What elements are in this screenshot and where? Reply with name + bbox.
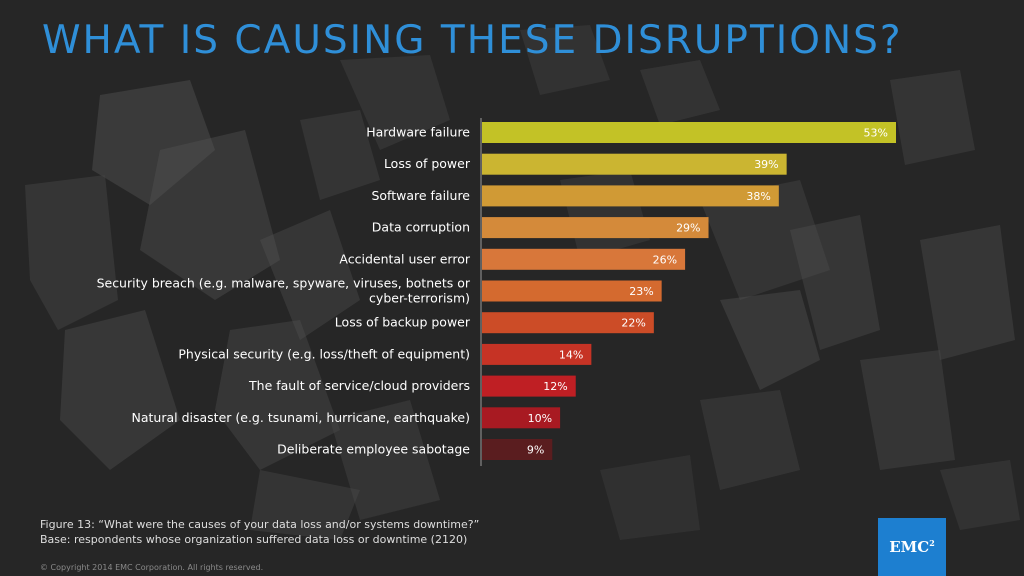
- category-label: Hardware failure: [366, 125, 470, 140]
- category-label: Loss of power: [384, 156, 471, 171]
- emc-logo-text: EMC2: [889, 538, 935, 556]
- bars: 53% Hardware failure 39% Loss of power 38% So…: [97, 122, 896, 460]
- bar-value-label: 26%: [653, 253, 677, 266]
- figure-caption: Figure 13: “What were the causes of your…: [40, 517, 820, 547]
- category-label: Security breach (e.g. malware, spyware, …: [97, 276, 471, 291]
- caption-line-question: Figure 13: “What were the causes of your…: [40, 518, 480, 531]
- page-title: WHAT IS CAUSING THESE DISRUPTIONS?: [42, 18, 903, 63]
- category-label: The fault of service/cloud providers: [248, 378, 470, 393]
- bar-value-label: 38%: [746, 190, 770, 203]
- bar-value-label: 10%: [528, 412, 552, 425]
- bar-6: [482, 312, 654, 334]
- emc-logo: EMC2: [878, 518, 946, 576]
- bar-value-label: 14%: [559, 348, 583, 361]
- category-label: Physical security (e.g. loss/theft of eq…: [178, 346, 470, 361]
- bar-value-label: 53%: [864, 127, 888, 140]
- category-label: Accidental user error: [339, 251, 470, 266]
- bar-8: [482, 375, 576, 397]
- caption-line-base: Base: respondents whose organization suf…: [40, 533, 468, 546]
- bar-7: [482, 343, 592, 365]
- bar-value-label: 39%: [754, 158, 778, 171]
- category-label: Deliberate employee sabotage: [277, 442, 470, 457]
- category-label: Loss of backup power: [335, 315, 471, 330]
- bar-value-label: 9%: [527, 444, 544, 457]
- category-label: Software failure: [371, 188, 470, 203]
- category-label: cyber-terrorism): [369, 291, 470, 306]
- bar-10: [482, 439, 553, 460]
- bar-1: [482, 153, 787, 175]
- bar-4: [482, 248, 686, 270]
- bar-5: [482, 280, 662, 302]
- bar-0: [482, 122, 896, 143]
- category-label: Data corruption: [372, 220, 470, 235]
- bar-value-label: 22%: [621, 317, 645, 330]
- category-label: Natural disaster (e.g. tsunami, hurrican…: [132, 410, 470, 425]
- bar-value-label: 23%: [629, 285, 653, 298]
- bar-value-label: 12%: [543, 380, 567, 393]
- bar-value-label: 29%: [676, 222, 700, 235]
- bar-3: [482, 217, 709, 239]
- copyright-text: © Copyright 2014 EMC Corporation. All ri…: [40, 563, 264, 572]
- bar-9: [482, 407, 561, 429]
- bar-2: [482, 185, 779, 207]
